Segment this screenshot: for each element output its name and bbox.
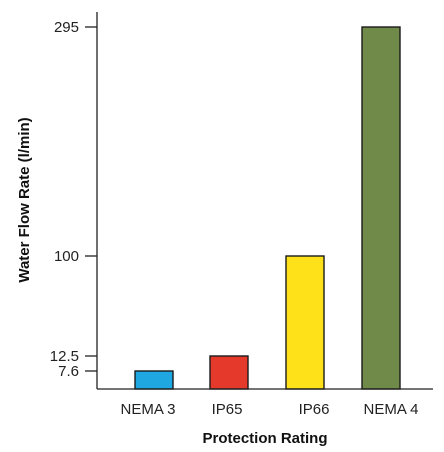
y-tick-label: 100	[54, 248, 79, 265]
y-tick-label: 12.5	[50, 348, 79, 365]
y-tick-label: 7.6	[58, 363, 79, 380]
y-tick-label: 295	[54, 19, 79, 36]
x-axis-title: Protection Rating	[202, 430, 327, 447]
y-axis-title: Water Flow Rate (l/min)	[16, 117, 33, 282]
x-tick-label: IP66	[299, 401, 330, 418]
bar-nema-4	[361, 26, 401, 390]
x-tick-label: NEMA 3	[120, 401, 175, 418]
bar-ip66	[285, 255, 325, 390]
x-axis-tick-labels: NEMA 3 IP65 IP66 NEMA 4	[120, 401, 418, 418]
bar-nema-3	[134, 370, 174, 390]
bars	[134, 26, 401, 390]
bar-ip65	[209, 355, 249, 390]
x-tick-label: IP65	[212, 401, 243, 418]
x-tick-label: NEMA 4	[363, 401, 418, 418]
y-axis-ticks: 7.612.5 100 295	[50, 19, 97, 380]
